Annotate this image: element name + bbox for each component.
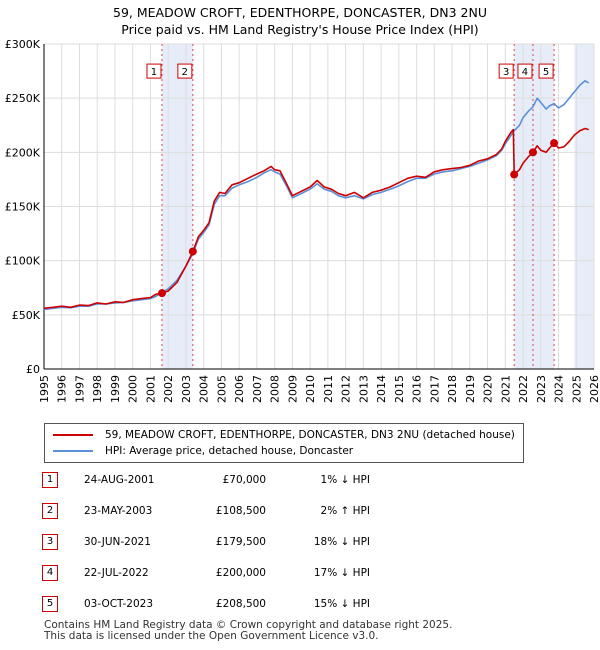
sale-hpi-diff: 2% ↑ HPI [320,505,370,517]
legend-swatch-hpi [53,450,93,452]
sale-hpi-diff: 17% ↓ HPI [313,567,370,579]
y-tick-label: £100K [5,255,41,268]
x-tick-label: 2018 [446,375,459,403]
x-tick-label: 2013 [357,375,370,403]
sale-date: 30-JUN-2021 [84,536,151,548]
sale-point [528,148,537,157]
sale-marker-label-box [498,63,514,79]
x-tick-label: 2003 [180,375,193,403]
sale-point [510,170,519,179]
x-tick-label: 2026 [588,375,600,403]
sale-point [550,139,559,148]
x-tick-label: 2014 [375,375,388,403]
y-tick-label: £300K [5,38,41,51]
legend-label-property: 59, MEADOW CROFT, EDENTHORPE, DONCASTER,… [105,429,515,441]
y-tick-label: £0 [26,363,40,376]
legend-item-hpi: HPI: Average price, detached house, Donc… [53,443,353,459]
sale-number-badge: 4 [42,565,58,581]
x-tick-label: 2012 [340,375,353,403]
sale-marker-label: 1 [151,67,157,78]
x-tick-label: 2002 [162,375,175,403]
sale-hpi-diff: 15% ↓ HPI [313,598,370,610]
x-tick-label: 2000 [127,375,140,403]
sale-row: 3 30-JUN-2021 £179,500 18% ↓ HPI [0,532,600,552]
sale-hpi-diff: 1% ↓ HPI [320,474,370,486]
x-tick-label: 2023 [535,375,548,403]
x-tick-label: 2022 [517,375,530,403]
sale-price: £208,500 [215,598,266,610]
x-tick-label: 2021 [499,375,512,403]
x-tick-label: 1995 [38,375,51,403]
sale-date: 24-AUG-2001 [84,474,155,486]
sale-number-badge: 3 [42,534,58,550]
chart-legend: 59, MEADOW CROFT, EDENTHORPE, DONCASTER,… [44,423,524,463]
x-tick-label: 2025 [570,375,583,403]
footer-attribution: Contains HM Land Registry data © Crown c… [44,620,452,642]
sale-row: 1 24-AUG-2001 £70,000 1% ↓ HPI [0,470,600,490]
sale-row: 4 22-JUL-2022 £200,000 17% ↓ HPI [0,563,600,583]
chart-subtitle: Price paid vs. HM Land Registry's House … [121,22,479,37]
x-tick-label: 1996 [56,375,69,403]
x-tick-label: 1998 [91,375,104,403]
x-tick-label: 2007 [251,375,264,403]
sale-row: 2 23-MAY-2003 £108,500 2% ↑ HPI [0,501,600,521]
legend-item-property: 59, MEADOW CROFT, EDENTHORPE, DONCASTER,… [53,427,515,443]
x-tick-label: 2011 [322,375,335,403]
x-tick-label: 2004 [198,375,211,403]
footer-copyright: Contains HM Land Registry data © Crown c… [44,619,453,631]
x-tick-label: 2001 [144,375,157,403]
sale-marker-label: 2 [182,67,188,78]
legend-label-hpi: HPI: Average price, detached house, Donc… [105,445,354,457]
sale-price: £179,500 [215,536,266,548]
sale-number-badge: 2 [42,503,58,519]
series-line-property [43,127,589,310]
sale-marker-label-box [538,63,554,79]
sale-date: 23-MAY-2003 [84,505,153,517]
price-chart: £0 £50K £100K £150K £200K £250K £300K 1995 1996 1… [5,38,600,403]
x-tick-label: 1999 [109,375,122,403]
x-tick-label: 2017 [428,375,441,403]
sale-price: £70,000 [222,474,266,486]
x-tick-label: 2010 [304,375,317,403]
legend-swatch-property [53,434,93,436]
sale-hpi-diff: 18% ↓ HPI [313,536,370,548]
sale-price: £200,000 [215,567,266,579]
chart-title-address: 59, MEADOW CROFT, EDENTHORPE, DONCASTER,… [113,5,487,20]
sale-number-badge: 1 [42,472,58,488]
footer-licence: This data is licensed under the Open Gov… [44,630,379,642]
x-tick-label: 2016 [411,375,424,403]
series-line-hpi [43,80,590,311]
x-tick-label: 2008 [269,375,282,403]
sale-marker-label: 5 [543,67,549,78]
x-tick-label: 2009 [286,375,299,403]
sale-date: 22-JUL-2022 [84,567,149,579]
sale-row: 5 03-OCT-2023 £208,500 15% ↓ HPI [0,594,600,614]
sale-price: £108,500 [215,505,266,517]
x-tick-label: 2020 [482,375,495,403]
x-tick-label: 2005 [215,375,228,403]
y-tick-label: £200K [5,146,41,159]
x-tick-label: 2006 [233,375,246,403]
sale-marker-label: 3 [503,67,509,78]
x-tick-label: 2015 [393,375,406,403]
x-tick-label: 2019 [464,375,477,403]
y-tick-label: £250K [5,92,41,105]
x-tick-label: 1997 [73,375,86,403]
sale-marker-label-box [517,63,533,79]
sale-point [157,289,166,298]
sale-number-badge: 5 [42,596,58,612]
sale-date: 03-OCT-2023 [84,598,153,610]
sale-marker-label-box [177,63,193,79]
sale-marker-label: 4 [522,67,528,78]
y-tick-label: £50K [12,309,41,322]
x-tick-label: 2024 [553,375,566,403]
sale-point [188,247,197,256]
sale-marker-label-box [146,63,162,79]
y-tick-label: £150K [5,201,41,214]
